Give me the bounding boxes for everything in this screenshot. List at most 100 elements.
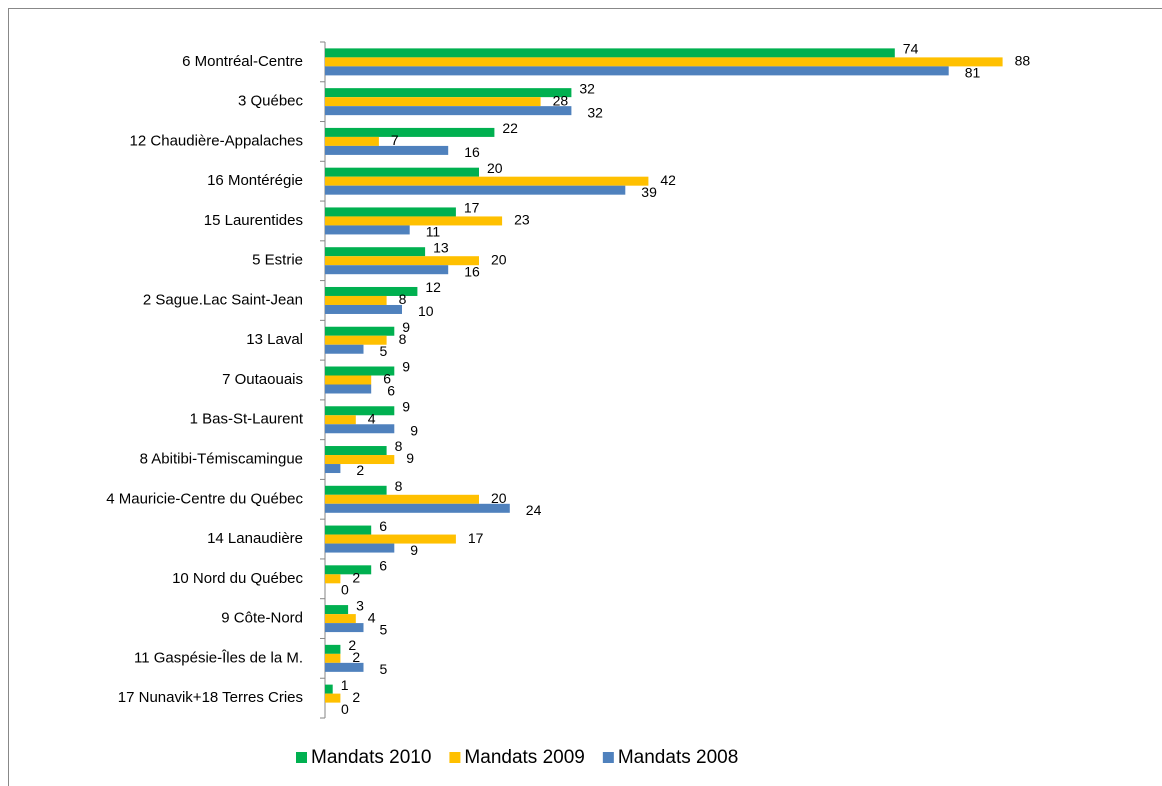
y-tick-label: 4 Mauricie-Centre du Québec: [106, 490, 303, 507]
value-label: 5: [380, 661, 388, 677]
value-label: 20: [487, 160, 503, 176]
bar: [325, 225, 410, 235]
value-label: 9: [406, 450, 414, 466]
value-label: 4: [368, 609, 376, 625]
bar: [325, 145, 449, 155]
value-label: 6: [387, 383, 395, 399]
value-label: 0: [341, 582, 349, 598]
bar: [325, 684, 333, 694]
value-label: 16: [464, 263, 480, 279]
value-label: 16: [464, 144, 480, 160]
value-label: 1: [341, 677, 349, 693]
bar: [325, 216, 503, 226]
value-label: 32: [579, 80, 595, 96]
y-tick-label: 5 Estrie: [252, 252, 303, 269]
value-label: 88: [1015, 53, 1031, 69]
bar: [325, 97, 541, 107]
bar: [325, 574, 341, 584]
value-label: 17: [468, 530, 484, 546]
bar: [325, 366, 395, 376]
y-tick-label: 1 Bas-St-Laurent: [190, 411, 304, 428]
value-label: 8: [395, 478, 403, 494]
bar: [325, 247, 426, 257]
legend-swatch: [296, 752, 307, 763]
y-tick-label: 6 Montréal-Centre: [182, 53, 303, 70]
value-label: 2: [356, 462, 364, 478]
bar: [325, 295, 387, 305]
value-label: 20: [491, 490, 507, 506]
legend-label: Mandats 2010: [311, 747, 431, 768]
value-label: 2: [348, 637, 356, 653]
bar: [325, 623, 364, 633]
value-label: 7: [391, 132, 399, 148]
bar: [325, 653, 341, 663]
value-label: 42: [660, 172, 676, 188]
y-tick-label: 15 Laurentides: [204, 212, 303, 229]
bar: [325, 66, 949, 76]
bar: [325, 167, 479, 177]
bar: [325, 424, 395, 434]
bar: [325, 48, 895, 58]
bar: [325, 415, 356, 425]
value-label: 2: [352, 570, 360, 586]
bar: [325, 662, 364, 672]
y-tick-label: 2 Sague.Lac Saint-Jean: [143, 291, 303, 308]
value-label: 28: [553, 92, 569, 108]
value-label: 81: [965, 65, 981, 81]
value-label: 8: [399, 291, 407, 307]
bar: [325, 106, 572, 116]
value-label: 9: [410, 542, 418, 558]
value-label: 8: [395, 438, 403, 454]
value-label: 23: [514, 212, 530, 228]
bar: [325, 503, 510, 513]
legend-label: Mandats 2009: [464, 747, 584, 768]
bar: [325, 375, 372, 385]
y-tick-label: 8 Abitibi-Témiscamingue: [140, 450, 303, 467]
bar: [325, 605, 349, 615]
bar: [325, 256, 479, 266]
bar: [325, 485, 387, 495]
value-label: 0: [341, 701, 349, 717]
y-tick-label: 14 Lanaudière: [207, 530, 303, 547]
bar: [325, 455, 395, 465]
value-label: 6: [383, 371, 391, 387]
value-label: 39: [641, 184, 657, 200]
y-tick-label: 3 Québec: [238, 93, 304, 110]
legend-swatch: [602, 752, 614, 763]
bar: [325, 614, 356, 624]
value-label: 20: [491, 251, 507, 267]
y-tick-label: 11 Gaspésie-Îles de la M.: [134, 649, 303, 666]
bar: [325, 446, 387, 456]
y-tick-label: 16 Montérégie: [207, 172, 303, 189]
y-tick-label: 13 Laval: [246, 331, 303, 348]
bar: [325, 464, 341, 474]
value-label: 9: [402, 398, 410, 414]
bar: [325, 406, 395, 416]
bar: [325, 207, 456, 217]
value-label: 17: [464, 200, 480, 216]
bar: [325, 88, 572, 98]
value-label: 5: [380, 343, 388, 359]
value-label: 2: [352, 649, 360, 665]
y-tick-label: 9 Côte-Nord: [221, 610, 303, 627]
legend-swatch: [449, 752, 461, 763]
bar: [325, 543, 395, 553]
value-label: 3: [356, 597, 364, 613]
value-label: 5: [380, 621, 388, 637]
value-label: 32: [587, 104, 603, 120]
chart-frame: [8, 8, 1162, 786]
value-label: 6: [379, 518, 387, 534]
bar: [325, 286, 418, 296]
value-label: 6: [379, 558, 387, 574]
value-label: 9: [410, 422, 418, 438]
value-label: 74: [903, 41, 919, 57]
bar: [325, 494, 479, 504]
bar: [325, 265, 449, 275]
bar: [325, 693, 341, 703]
y-tick-label: 17 Nunavik+18 Terres Cries: [118, 689, 303, 706]
value-label: 10: [418, 303, 434, 319]
bar: [325, 304, 402, 314]
value-label: 9: [402, 319, 410, 335]
